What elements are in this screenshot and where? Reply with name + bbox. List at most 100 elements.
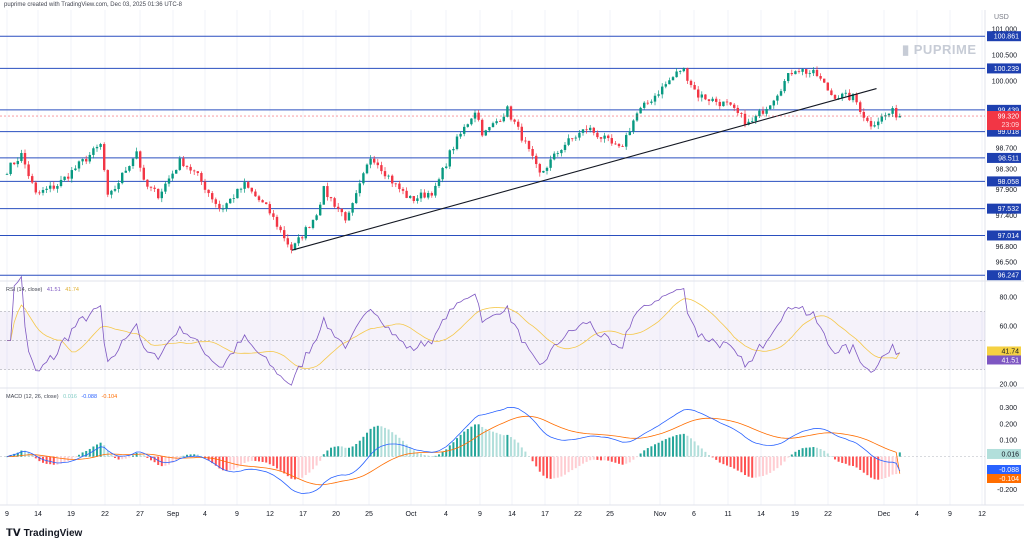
- macd-hist-value: 0.016: [63, 394, 77, 400]
- macd-histogram-bar: [571, 456, 574, 471]
- macd-histogram-bar: [834, 456, 836, 460]
- macd-histogram-bar: [502, 435, 505, 457]
- candle: [70, 170, 73, 179]
- macd-histogram-bar: [528, 456, 530, 457]
- macd-histogram-bar: [16, 452, 19, 457]
- macd-histogram-bar: [434, 455, 437, 457]
- macd-hist-tag: [987, 448, 1021, 459]
- candle: [718, 101, 721, 107]
- candle: [81, 159, 84, 162]
- candle: [855, 94, 858, 103]
- candle: [286, 238, 289, 245]
- candle: [391, 175, 394, 184]
- y-tick-label: 98.300: [996, 166, 1018, 173]
- x-tick-label: 25: [365, 511, 373, 518]
- macd-histogram-bar: [643, 450, 646, 457]
- candle: [16, 161, 19, 165]
- candle: [196, 171, 199, 174]
- candle: [149, 186, 153, 188]
- candle: [589, 127, 592, 131]
- rsi-ma-line: [7, 298, 901, 369]
- macd-histogram-bar: [700, 448, 703, 457]
- candle: [841, 93, 844, 98]
- macd-tag-label: -0.088: [999, 467, 1019, 474]
- candle: [275, 216, 279, 227]
- candle: [513, 119, 516, 122]
- x-tick-label: 12: [266, 511, 274, 518]
- candle: [193, 170, 196, 172]
- macd-histogram-bar: [139, 453, 142, 457]
- macd-histogram-bar: [117, 456, 120, 460]
- macd-histogram-bar: [60, 456, 62, 464]
- candle: [272, 213, 275, 217]
- macd-histogram-bar: [513, 439, 516, 457]
- macd-histogram-bar: [240, 456, 242, 466]
- chart-caption: puprime created with TradingView.com, De…: [4, 2, 182, 8]
- macd-histogram-bar: [762, 456, 764, 476]
- candle: [574, 137, 577, 139]
- macd-histogram-bar: [520, 447, 523, 457]
- macd-histogram-bar: [621, 456, 624, 465]
- macd-histogram-bar: [535, 456, 538, 467]
- macd-histogram-bar: [409, 447, 412, 457]
- candle: [549, 159, 552, 168]
- macd-histogram-bar: [600, 456, 602, 461]
- macd-signal-value: -0.104: [101, 394, 118, 400]
- macd-histogram-bar: [718, 456, 721, 463]
- macd-histogram-bar: [297, 456, 300, 479]
- candle: [585, 129, 588, 131]
- tradingview-logo[interactable]: 𝗧𝗩 TradingView: [6, 528, 83, 539]
- candle: [783, 81, 786, 92]
- macd-histogram-bar: [20, 450, 23, 457]
- macd-histogram-bar: [819, 449, 822, 457]
- candle: [743, 113, 747, 125]
- macd-value: -0.088: [81, 394, 98, 400]
- candle: [5, 174, 9, 175]
- candle: [542, 170, 545, 173]
- macd-histogram-bar: [542, 456, 545, 476]
- macd-histogram-bar: [546, 456, 548, 479]
- candle: [700, 94, 703, 98]
- macd-tick-label: -0.200: [997, 487, 1017, 494]
- macd-histogram-bar: [506, 434, 509, 457]
- macd-histogram-bar: [276, 456, 278, 469]
- macd-histogram-bar: [664, 439, 667, 457]
- x-tick-label: 17: [299, 511, 307, 518]
- macd-histogram-bar: [394, 434, 397, 457]
- macd-histogram-bar: [711, 456, 714, 458]
- macd-histogram-bar: [574, 456, 577, 469]
- macd-histogram-bar: [369, 428, 372, 457]
- macd-histogram-bar: [445, 449, 448, 457]
- macd-histogram-bar: [196, 454, 199, 457]
- candle: [581, 129, 585, 133]
- candle: [232, 198, 235, 200]
- candle: [59, 179, 63, 187]
- macd-line: [6, 406, 901, 495]
- macd-histogram-bar: [470, 426, 473, 457]
- macd-histogram-bar: [427, 455, 430, 457]
- x-tick-label: 22: [574, 511, 582, 518]
- macd-histogram-bar: [441, 451, 444, 457]
- macd-histogram-bar: [312, 456, 314, 470]
- macd-histogram-bar: [870, 456, 872, 478]
- candle: [812, 69, 815, 74]
- macd-histogram-bar: [628, 456, 631, 463]
- macd-histogram-bar: [682, 433, 685, 457]
- candle: [99, 144, 102, 147]
- candle: [819, 76, 822, 79]
- candle: [563, 144, 567, 150]
- candle: [23, 153, 27, 165]
- candle: [473, 112, 477, 119]
- macd-histogram-bar: [481, 426, 484, 457]
- candle: [621, 146, 624, 147]
- candle: [297, 237, 300, 244]
- x-tick-label: 12: [978, 511, 986, 518]
- candle: [203, 181, 207, 190]
- macd-histogram-bar: [510, 437, 512, 457]
- macd-histogram-bar: [326, 450, 329, 457]
- candle: [355, 193, 358, 204]
- level-price-tag: [987, 31, 1021, 42]
- candle: [661, 86, 664, 95]
- macd-histogram-bar: [222, 456, 224, 471]
